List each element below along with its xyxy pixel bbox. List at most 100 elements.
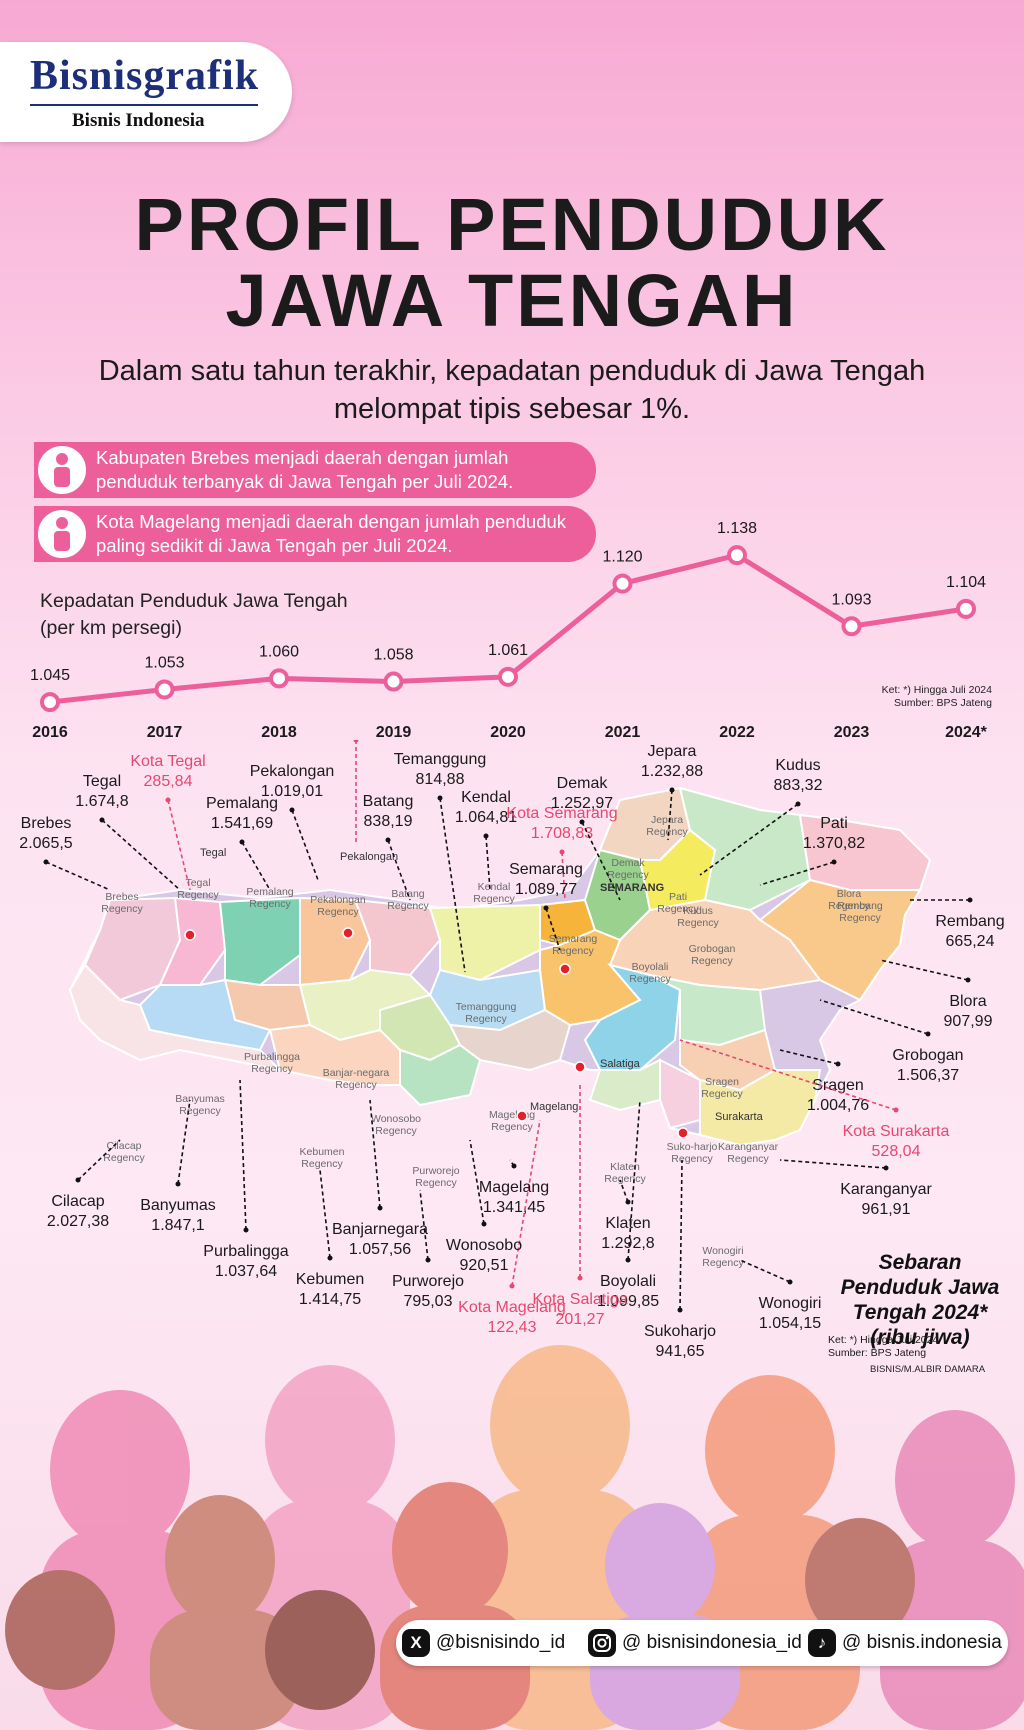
x-tick-label: 2024* [945,724,988,741]
callout-region-value: 1.292,8 [601,1235,654,1252]
callout-leader [679,1159,683,1311]
map-region-label: Sragen Regency [701,1076,743,1100]
callout-leader [77,1139,121,1181]
brand-subtitle: Bisnis Indonesia [72,110,205,131]
callout-region-name: Kota Semarang [506,805,617,822]
person-icon [34,442,90,498]
tiktok-handle: @ bisnis.indonesia [842,1632,1002,1653]
data-label: 1.045 [30,667,70,684]
map-region-label: Magelang [530,1101,578,1113]
callout-dot [511,1163,517,1169]
callout-dot [175,1181,181,1187]
map-region-label: Rembang Regency [837,900,883,924]
region-wonogiri [699,1069,822,1147]
map-region-label: Kebumen Regency [300,1146,345,1170]
person-icon [34,506,90,562]
callout-region-name: Temanggung [394,751,487,768]
data-point [498,666,518,687]
callout-region-value: 941,65 [656,1343,705,1360]
callout-dot [835,1061,841,1067]
map-region-label: Pekalongan Regency [310,894,366,918]
map-region-label: Demak Regency [607,857,649,881]
callout-region-name: Tegal [83,773,121,790]
callout-leader [319,1169,331,1259]
callout-dot [967,897,973,903]
callout-region-value: 1.252,97 [551,795,613,812]
callout-region-name: Wonosobo [446,1237,522,1254]
map-region-label: Pekalongan [340,851,398,863]
map-region-label: Banjar-negara Regency [323,1067,390,1091]
map-region-label: Suko-harjo Regency [667,1141,718,1165]
callout-region-name: Sragen [812,1077,864,1094]
map-region-label: Boyolali Regency [629,961,671,985]
callout-region-value: 795,03 [404,1293,453,1310]
callout-leader [291,809,319,881]
social-footer: X @bisnisindo_id @ bisnisindonesia_id ♪ … [396,1620,1008,1666]
map-region-label: Purworejo Regency [412,1165,459,1189]
callout-dot [677,1307,683,1313]
x-tick-label: 2017 [147,724,183,741]
callout-leader [779,1159,887,1169]
callout-leader [177,1099,191,1185]
callout-region-name: Sukoharjo [644,1323,716,1340]
callout-leader [739,1259,791,1283]
x-tick-label: 2019 [376,724,412,741]
map-region-label: Pati Regency [657,891,699,915]
callout-region-value: 2.065,5 [19,835,72,852]
map-region-label: Tegal [200,847,226,859]
map-region-label: Kudus Regency [677,905,719,929]
callout-leader [239,1079,247,1231]
map-region-label: BatangRegency [387,888,429,912]
page-title-line2: JAWA TENGAH [225,259,799,342]
callout-region-value: 1.708,83 [531,825,593,842]
data-label: 1.138 [717,520,757,537]
map-region-label: SEMARANG [600,882,664,894]
map-region-label: Magelang Regency [489,1109,535,1133]
callout-region-value: 1.019,01 [261,783,323,800]
callout-dot [385,837,391,843]
callout-region-value: 122,43 [488,1319,537,1336]
callout-region-name: Kendal [461,789,511,806]
callout-dot [243,1227,249,1233]
city-marker [516,1110,528,1122]
callout-region-value: 1.847,1 [151,1217,204,1234]
highlight-text: Kota Magelang menjadi daerah dengan juml… [96,511,567,556]
data-label: 1.053 [144,654,184,671]
chart-source: Sumber: BPS Jateng [893,697,992,709]
data-label: 1.120 [602,549,642,566]
callout-region-name: Kudus [775,757,820,774]
tiktok-social-link[interactable]: ♪ @ bisnis.indonesia [808,1628,1002,1658]
x-handle: @bisnisindo_id [436,1632,566,1653]
logo-badge [0,42,292,142]
map-region-label: Pemalang Regency [246,886,293,910]
callout-region-name: Kota Surakarta [843,1123,950,1140]
map-region-label: Blora Regency [828,888,870,912]
callout-dot [883,1165,889,1171]
map-region-label: Wonogiri Regency [702,1245,744,1269]
data-point [269,668,289,689]
data-label: 1.104 [946,574,986,591]
callout-region-name: Kebumen [296,1271,365,1288]
x-tick-label: 2022 [719,724,755,741]
map-region-label: Surakarta [715,1111,764,1123]
callout-leader [779,1049,839,1065]
callout-dot [625,1199,631,1205]
city-marker [342,927,354,939]
callout-region-value: 1.674,8 [75,793,128,810]
data-label: 1.061 [488,642,528,659]
callout-dot [893,1107,899,1113]
density-line-chart: 1.045 2016 1.053 2017 1.060 2018 1.058 2019 1.06… [30,520,988,741]
callout-region-name: Purworejo [392,1273,464,1290]
callout-dot [289,807,295,813]
instagram-social-link[interactable]: @ bisnisindonesia_id [588,1628,802,1658]
callout-dot [99,817,105,823]
callout-region-value: 883,32 [774,777,823,794]
x-social-link[interactable]: X @bisnisindo_id [402,1628,565,1658]
x-icon: X [402,1629,430,1657]
region-klaten [588,1058,661,1112]
map-region-label: Brebes Regency [101,891,143,915]
callout-dot [353,740,359,743]
callout-leader [45,861,111,891]
callout-dot [543,905,549,911]
callout-region-name: Banjarnegara [332,1221,428,1238]
